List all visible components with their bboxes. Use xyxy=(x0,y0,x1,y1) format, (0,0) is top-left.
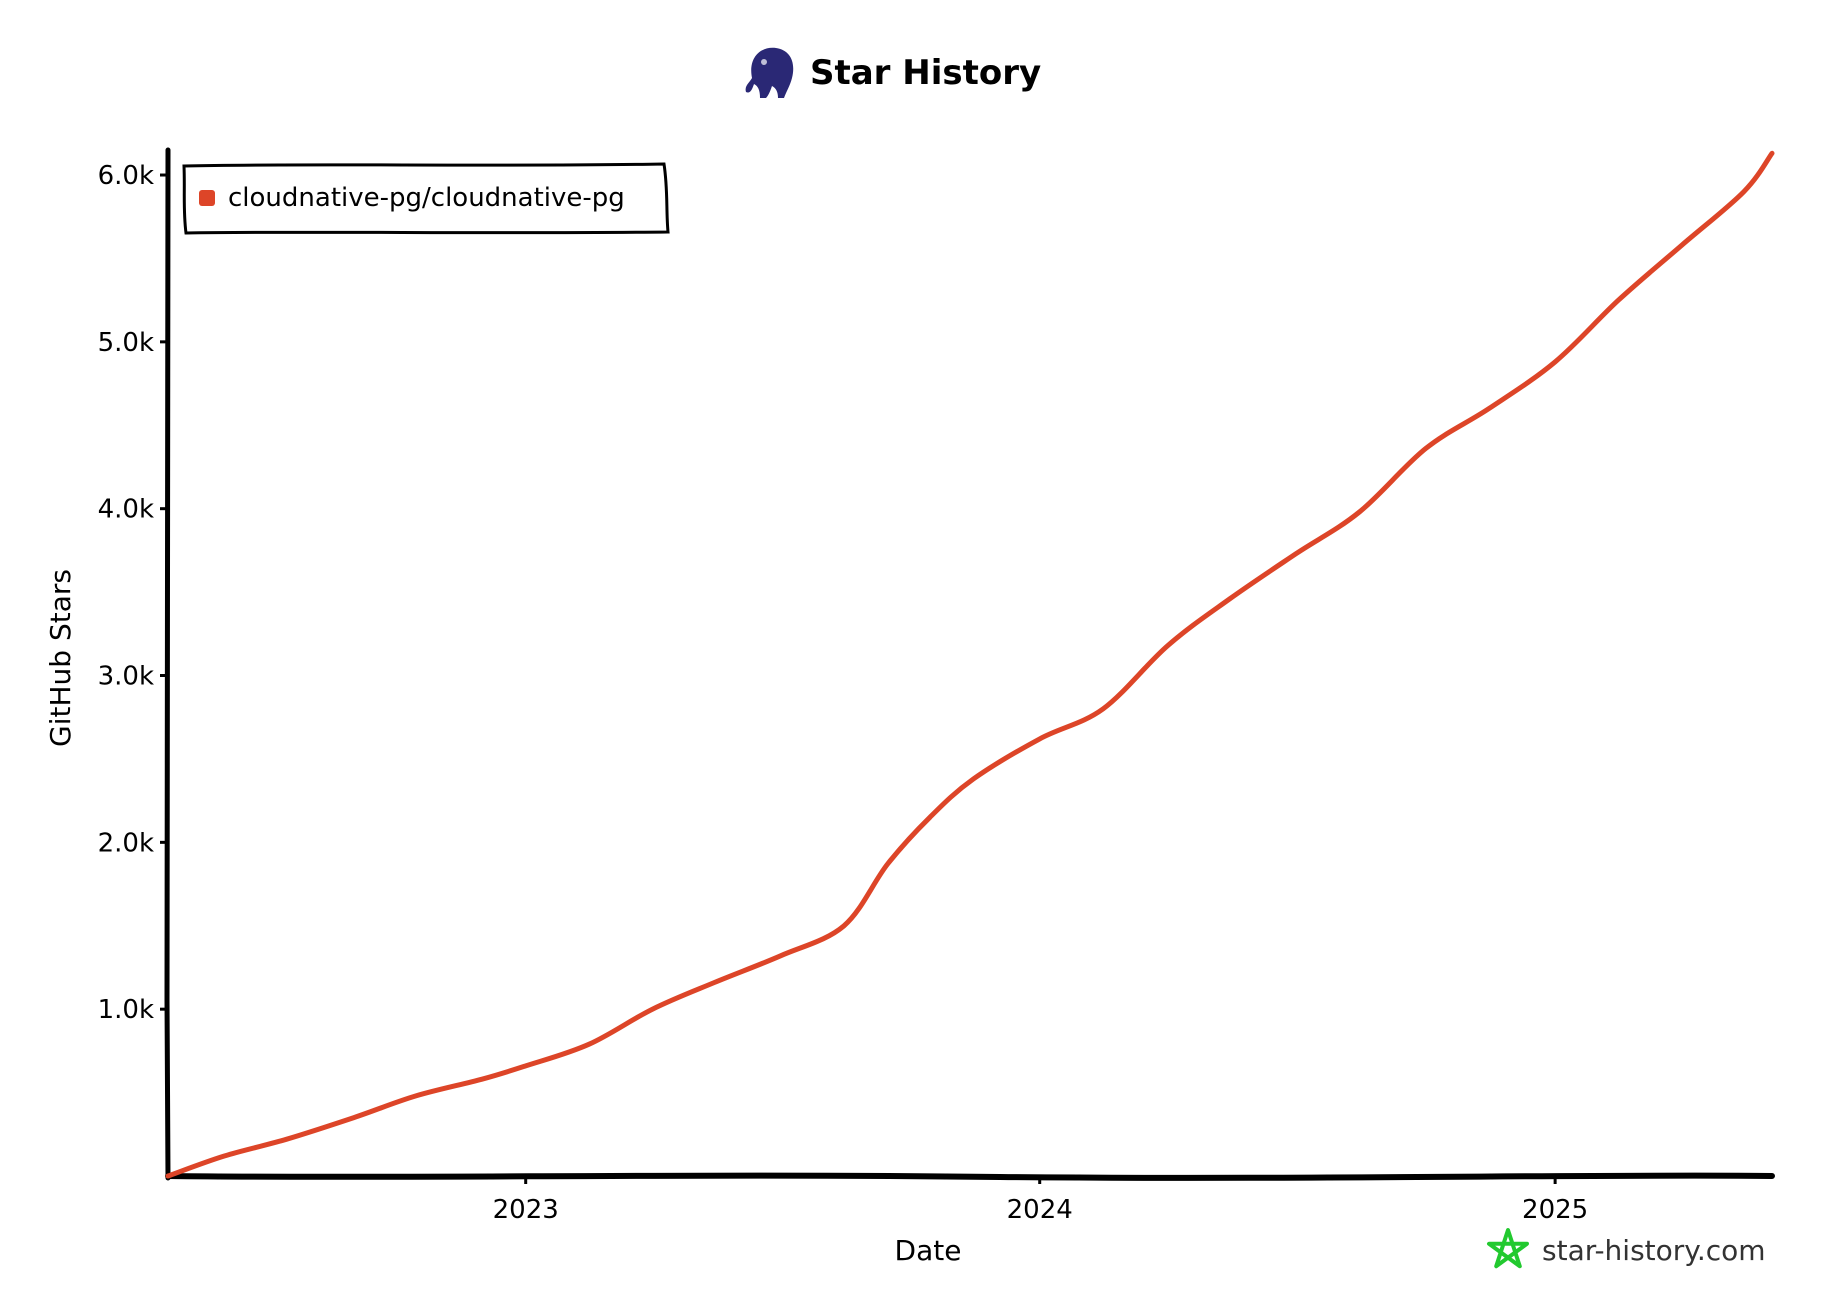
x-axis-line xyxy=(165,1172,1775,1181)
y-axis-ticks: 1.0k 2.0k 3.0k 4.0k 5.0k 6.0k xyxy=(98,161,168,1025)
series-line-cloudnative-pg xyxy=(165,150,1775,1179)
y-tick-label: 2.0k xyxy=(98,828,154,858)
x-tick-label: 2024 xyxy=(1007,1195,1073,1225)
y-tick-label: 4.0k xyxy=(98,495,154,525)
chart-title: Star History xyxy=(810,53,1041,93)
y-tick-label: 5.0k xyxy=(98,328,154,358)
elephant-logo-icon xyxy=(745,47,794,98)
y-axis-line xyxy=(164,147,171,1181)
watermark: star-history.com xyxy=(1487,1228,1766,1269)
x-axis-title: Date xyxy=(895,1234,962,1267)
x-tick-label: 2023 xyxy=(493,1195,559,1225)
y-axis-title: GitHub Stars xyxy=(44,569,77,747)
y-tick-label: 3.0k xyxy=(98,662,154,692)
y-tick-label: 6.0k xyxy=(98,161,154,191)
x-tick-label: 2025 xyxy=(1522,1195,1588,1225)
x-axis-ticks: 2023 2024 2025 xyxy=(493,1176,1588,1225)
pentagram-star-icon xyxy=(1487,1228,1529,1269)
legend-box xyxy=(182,162,670,235)
watermark-text: star-history.com xyxy=(1542,1234,1766,1267)
y-tick-label: 1.0k xyxy=(98,995,154,1025)
legend: cloudnative-pg/cloudnative-pg xyxy=(182,162,670,235)
legend-label: cloudnative-pg/cloudnative-pg xyxy=(228,183,625,213)
chart-title-group: Star History xyxy=(745,47,1041,98)
legend-swatch xyxy=(199,190,215,206)
